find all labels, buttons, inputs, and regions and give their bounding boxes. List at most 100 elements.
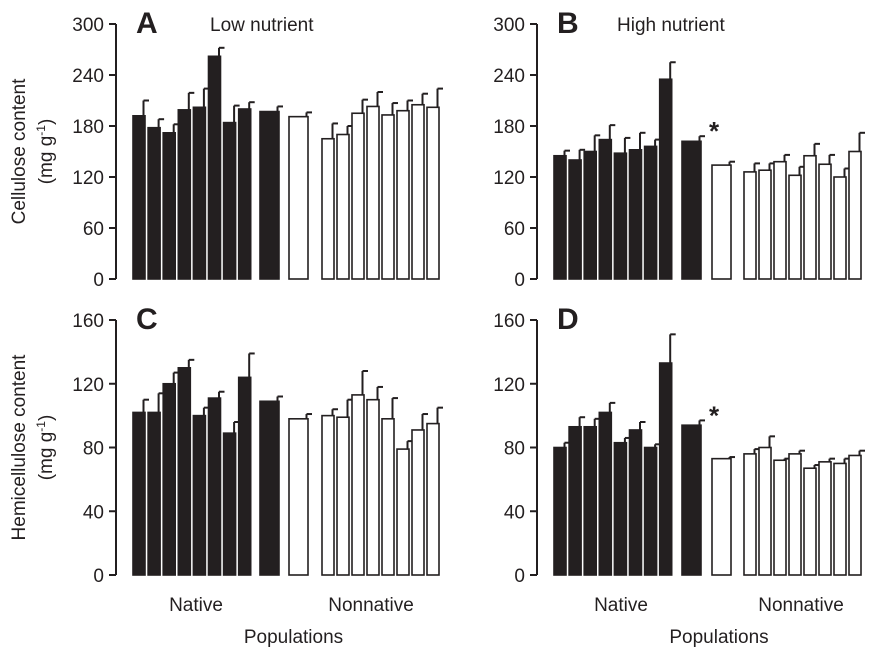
panel-b: 0 60 120 180 240 300 B High nutrient * bbox=[493, 7, 865, 291]
nonnative-bar bbox=[833, 176, 847, 280]
nonnative-bar bbox=[758, 169, 772, 280]
nonnative-mean-bar bbox=[288, 418, 309, 576]
y-tick-label: 60 bbox=[504, 219, 525, 240]
panel-letter: A bbox=[136, 7, 158, 40]
y-tick-label: 0 bbox=[93, 270, 104, 291]
group-label-native: Native bbox=[169, 595, 223, 616]
native-bar bbox=[628, 429, 643, 576]
panel-title: Low nutrient bbox=[210, 15, 314, 36]
panel-letter: B bbox=[557, 7, 579, 40]
significance-marker: * bbox=[709, 116, 720, 146]
group-label-nonnative: Nonnative bbox=[328, 595, 414, 616]
y-tick-label: 180 bbox=[493, 117, 525, 138]
nonnative-bar bbox=[758, 446, 772, 576]
panel-d: 0 40 80 120 160 D * bbox=[493, 303, 865, 587]
nonnative-bar bbox=[366, 105, 380, 280]
nonnative-bar bbox=[818, 163, 832, 280]
native-bar bbox=[643, 145, 658, 280]
native-bar bbox=[613, 152, 628, 280]
nonnative-bar bbox=[788, 453, 802, 576]
nonnative-bar bbox=[321, 414, 335, 576]
nonnative-bar bbox=[848, 150, 862, 280]
native-bar bbox=[658, 362, 673, 576]
nonnative-bar bbox=[381, 418, 395, 576]
native-bar bbox=[568, 425, 582, 576]
native-bar bbox=[147, 411, 161, 576]
x-labels-b: Native Nonnative Populations bbox=[594, 595, 844, 648]
native-bar bbox=[132, 411, 146, 576]
native-bar bbox=[177, 109, 192, 280]
native-bar bbox=[237, 108, 252, 280]
nonnative-bar bbox=[818, 461, 832, 576]
native-mean-bar bbox=[681, 424, 702, 576]
native-bar bbox=[222, 432, 237, 576]
nonnative-bar bbox=[803, 154, 817, 280]
native-bar bbox=[207, 55, 222, 280]
nonnative-bar bbox=[743, 171, 757, 280]
native-bar bbox=[192, 414, 207, 576]
native-bar bbox=[222, 121, 237, 280]
native-mean-bar bbox=[259, 110, 280, 280]
nonnative-bar bbox=[366, 398, 380, 576]
x-labels-c: Native Nonnative Populations bbox=[169, 595, 414, 648]
y-tick-label: 0 bbox=[514, 270, 525, 291]
native-bar bbox=[162, 382, 176, 576]
nonnative-mean-bar bbox=[711, 164, 732, 280]
y-tick-label: 80 bbox=[504, 439, 525, 460]
nonnative-bar bbox=[848, 454, 862, 576]
y-tick-label: 0 bbox=[514, 566, 525, 587]
nonnative-bar bbox=[426, 106, 440, 280]
nonnative-bar bbox=[381, 114, 395, 280]
y-tick-label: 120 bbox=[72, 375, 104, 396]
nonnative-bar bbox=[788, 174, 802, 280]
native-mean-bar bbox=[681, 140, 702, 280]
nonnative-bar bbox=[336, 133, 350, 280]
y-tick-label: 160 bbox=[493, 311, 525, 332]
native-bar bbox=[177, 367, 192, 576]
panel-letter: D bbox=[557, 303, 579, 336]
nonnative-bar bbox=[396, 109, 410, 280]
y-tick-label: 40 bbox=[83, 502, 104, 523]
native-bar bbox=[553, 154, 567, 280]
y-tick-label: 300 bbox=[72, 15, 104, 36]
native-bar bbox=[598, 411, 613, 576]
native-bar bbox=[658, 78, 673, 280]
nonnative-bar bbox=[351, 112, 365, 280]
native-bar bbox=[583, 150, 598, 280]
panel-c: 0 40 80 120 160 C Hemicellulose content (mg g-1… bbox=[9, 303, 443, 587]
native-bar bbox=[568, 159, 582, 280]
y-axis-unit: (mg g-1) bbox=[34, 415, 57, 481]
nonnative-bar bbox=[351, 394, 365, 576]
y-tick-label: 240 bbox=[72, 66, 104, 87]
native-bar bbox=[237, 376, 252, 576]
y-tick-label: 180 bbox=[72, 117, 104, 138]
y-tick-label: 120 bbox=[493, 168, 525, 189]
x-axis-title: Populations bbox=[669, 627, 768, 648]
native-bar bbox=[207, 397, 222, 576]
panel-title: High nutrient bbox=[617, 15, 725, 36]
y-tick-label: 160 bbox=[72, 311, 104, 332]
y-tick-label: 60 bbox=[83, 219, 104, 240]
significance-marker: * bbox=[709, 400, 720, 430]
nonnative-bar bbox=[396, 448, 410, 576]
nonnative-bar bbox=[833, 462, 847, 576]
y-axis-unit: (mg g-1) bbox=[34, 119, 57, 185]
y-tick-label: 40 bbox=[504, 502, 525, 523]
nonnative-bar bbox=[411, 103, 425, 280]
group-label-nonnative: Nonnative bbox=[758, 595, 844, 616]
y-tick-label: 120 bbox=[493, 375, 525, 396]
nonnative-bar bbox=[743, 453, 757, 576]
group-label-native: Native bbox=[594, 595, 648, 616]
y-tick-label: 0 bbox=[93, 566, 104, 587]
y-axis-title: Cellulose content bbox=[9, 78, 30, 224]
native-bar bbox=[643, 446, 658, 576]
native-bar bbox=[583, 425, 598, 576]
nonnative-bar bbox=[336, 416, 350, 576]
y-tick-label: 300 bbox=[493, 15, 525, 36]
nonnative-bar bbox=[411, 429, 425, 576]
x-axis-title: Populations bbox=[244, 627, 343, 648]
native-bar bbox=[162, 132, 176, 280]
panel-letter: C bbox=[136, 303, 158, 336]
native-bar bbox=[192, 106, 207, 280]
